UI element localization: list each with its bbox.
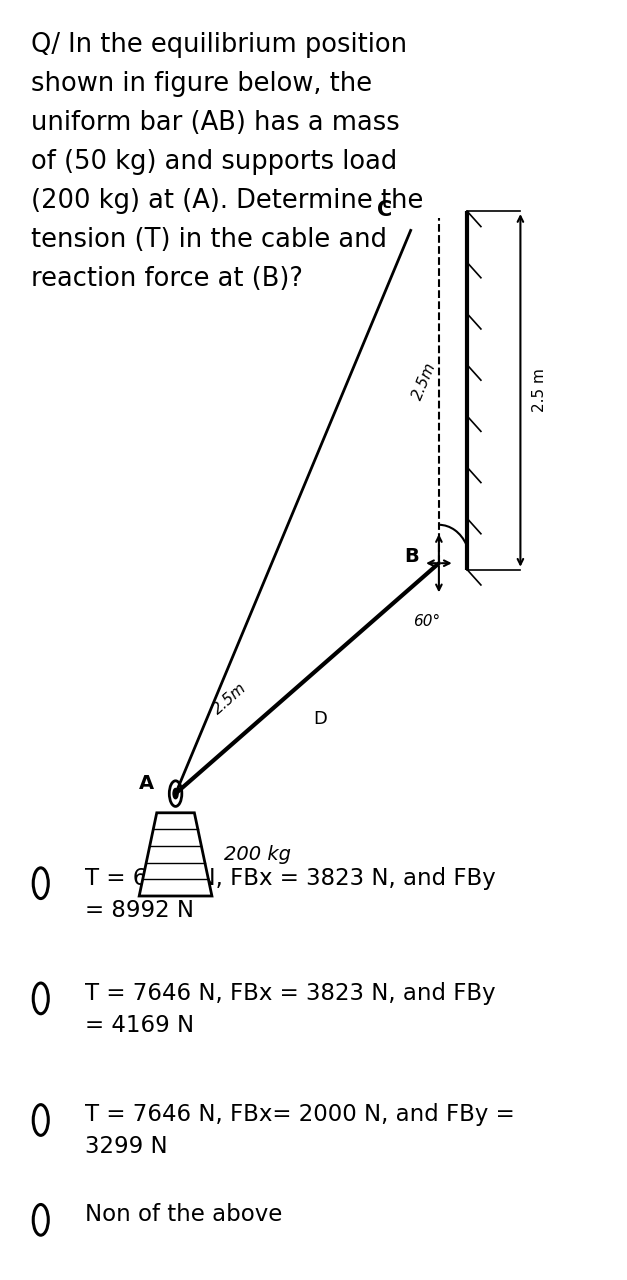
Polygon shape [139,813,212,896]
Text: 2.5 m: 2.5 m [532,369,547,412]
Circle shape [173,788,178,799]
Text: B: B [404,548,419,566]
Text: 200 kg: 200 kg [224,845,292,864]
Text: Q/ In the equilibrium position
shown in figure below, the
uniform bar (AB) has a: Q/ In the equilibrium position shown in … [31,32,424,292]
Text: 60°: 60° [413,614,440,630]
Text: 2.5m: 2.5m [211,680,250,717]
Text: C: C [377,200,392,220]
Text: T = 7646 N, FBx= 2000 N, and FBy =
3299 N: T = 7646 N, FBx= 2000 N, and FBy = 3299 … [85,1103,514,1158]
Text: T = 7646 N, FBx = 3823 N, and FBy
= 4169 N: T = 7646 N, FBx = 3823 N, and FBy = 4169… [85,982,495,1037]
Text: 2.5m: 2.5m [409,360,439,402]
Text: Non of the above: Non of the above [85,1203,282,1226]
Text: D: D [314,710,327,728]
Text: T = 6511 N, FBx = 3823 N, and FBy
= 8992 N: T = 6511 N, FBx = 3823 N, and FBy = 8992… [85,867,495,922]
Text: A: A [139,774,154,792]
